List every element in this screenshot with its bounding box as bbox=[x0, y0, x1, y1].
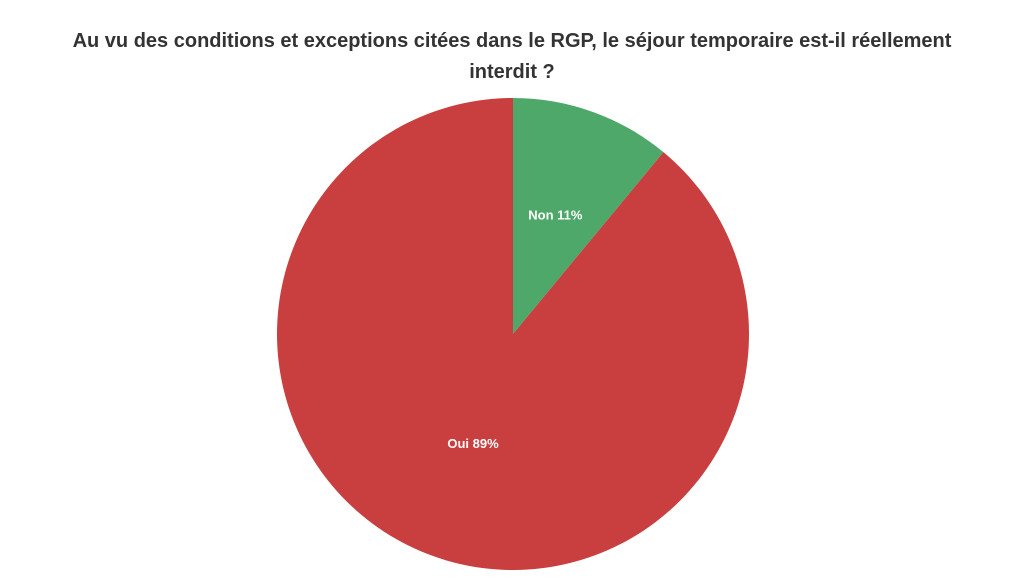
slice-value-label: 11% bbox=[557, 208, 583, 223]
slice-label: Oui 89% bbox=[447, 436, 499, 451]
pie-slice bbox=[277, 98, 749, 570]
slice-category: Non bbox=[528, 208, 553, 223]
slice-category: Oui bbox=[447, 436, 469, 451]
pie-slice bbox=[513, 98, 664, 334]
slice-label: Non 11% bbox=[528, 208, 583, 223]
slice-value-label: 89% bbox=[473, 436, 499, 451]
chart-title: Au vu des conditions et exceptions citée… bbox=[72, 30, 952, 83]
